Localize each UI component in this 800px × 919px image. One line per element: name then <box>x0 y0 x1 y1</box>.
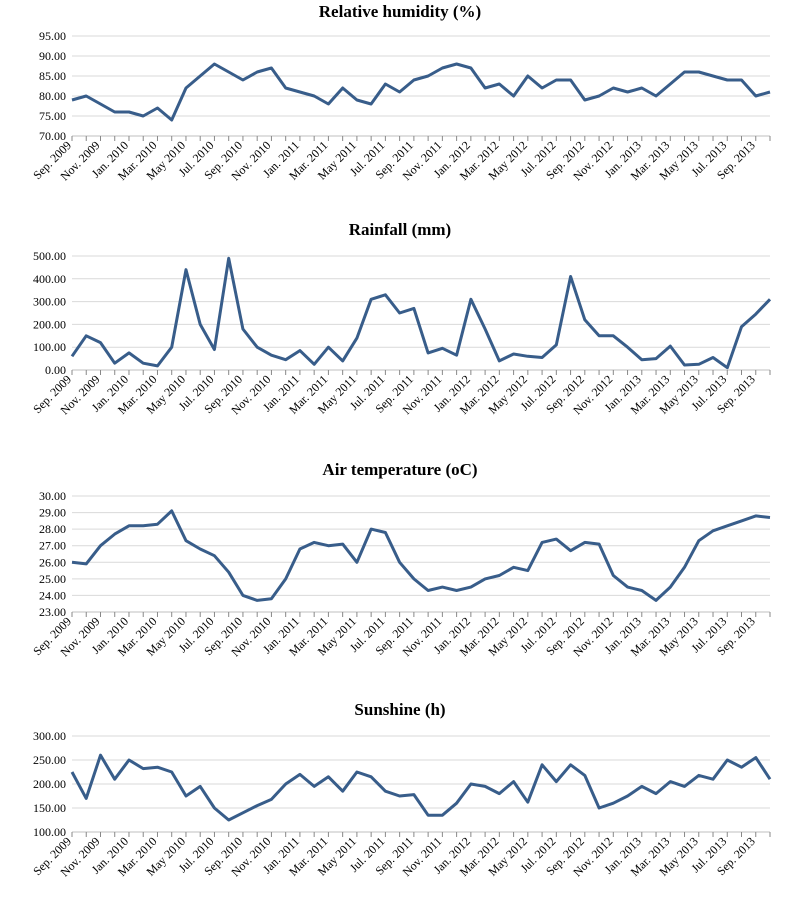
humidity-ytick: 75.00 <box>39 109 66 123</box>
airtemp-ytick: 30.00 <box>39 490 66 503</box>
airtemp-title: Air temperature (oC) <box>0 460 800 480</box>
humidity-ytick: 80.00 <box>39 89 66 103</box>
airtemp-chart: 23.0024.0025.0026.0027.0028.0029.0030.00… <box>0 490 800 690</box>
sunshine-ytick: 250.00 <box>33 753 66 767</box>
airtemp-ytick: 26.00 <box>39 555 66 569</box>
airtemp-ytick: 27.00 <box>39 539 66 553</box>
airtemp-ytick: 28.00 <box>39 522 66 536</box>
rainfall-ytick: 200.00 <box>33 317 66 331</box>
humidity-title: Relative humidity (%) <box>0 2 800 22</box>
sunshine-ytick: 300.00 <box>33 730 66 743</box>
humidity-ytick: 90.00 <box>39 49 66 63</box>
airtemp-series <box>72 511 770 601</box>
rainfall-series <box>72 258 770 367</box>
sunshine-title: Sunshine (h) <box>0 700 800 720</box>
sunshine-chart: 100.00150.00200.00250.00300.00Sep. 2009N… <box>0 730 800 910</box>
humidity-chart: 70.0075.0080.0085.0090.0095.00Sep. 2009N… <box>0 30 800 210</box>
airtemp-ytick: 24.00 <box>39 588 66 602</box>
airtemp-ytick: 29.00 <box>39 506 66 520</box>
rainfall-ytick: 400.00 <box>33 272 66 286</box>
humidity-ytick: 95.00 <box>39 30 66 43</box>
sunshine-series <box>72 755 770 820</box>
rainfall-ytick: 300.00 <box>33 295 66 309</box>
sunshine-ytick: 200.00 <box>33 777 66 791</box>
sunshine-ytick: 150.00 <box>33 801 66 815</box>
airtemp-ytick: 25.00 <box>39 572 66 586</box>
humidity-series <box>72 64 770 120</box>
page: Relative humidity (%)70.0075.0080.0085.0… <box>0 0 800 919</box>
humidity-ytick: 85.00 <box>39 69 66 83</box>
rainfall-ytick: 100.00 <box>33 340 66 354</box>
rainfall-title: Rainfall (mm) <box>0 220 800 240</box>
rainfall-chart: 0.00100.00200.00300.00400.00500.00Sep. 2… <box>0 250 800 450</box>
rainfall-ytick: 500.00 <box>33 250 66 263</box>
